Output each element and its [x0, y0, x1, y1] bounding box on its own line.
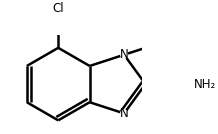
Circle shape [121, 110, 128, 117]
Text: N: N [120, 107, 128, 120]
Circle shape [121, 51, 128, 58]
Text: Cl: Cl [52, 2, 64, 15]
Text: N: N [120, 48, 128, 61]
Text: NH₂: NH₂ [194, 78, 216, 91]
